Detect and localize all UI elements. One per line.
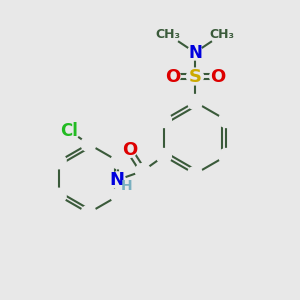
Circle shape bbox=[156, 148, 171, 164]
Circle shape bbox=[111, 154, 126, 169]
Circle shape bbox=[211, 23, 233, 46]
Text: O: O bbox=[165, 68, 180, 85]
Circle shape bbox=[51, 154, 66, 169]
Circle shape bbox=[210, 69, 225, 84]
Circle shape bbox=[122, 142, 137, 158]
Circle shape bbox=[219, 148, 234, 164]
Circle shape bbox=[135, 164, 150, 178]
Text: O: O bbox=[210, 68, 225, 85]
Circle shape bbox=[156, 112, 171, 128]
Circle shape bbox=[81, 206, 96, 220]
Text: N: N bbox=[188, 44, 202, 62]
Circle shape bbox=[187, 68, 203, 85]
Circle shape bbox=[157, 23, 179, 46]
Circle shape bbox=[111, 188, 126, 203]
Text: O: O bbox=[122, 141, 137, 159]
Circle shape bbox=[188, 45, 202, 60]
Text: CH₃: CH₃ bbox=[209, 28, 235, 41]
Text: Cl: Cl bbox=[60, 122, 78, 140]
Circle shape bbox=[81, 136, 96, 152]
Circle shape bbox=[58, 120, 80, 141]
Circle shape bbox=[188, 94, 202, 110]
Text: CH₃: CH₃ bbox=[155, 28, 181, 41]
Circle shape bbox=[188, 167, 202, 182]
Text: S: S bbox=[188, 68, 202, 85]
Circle shape bbox=[219, 112, 234, 128]
Text: H: H bbox=[121, 179, 132, 193]
Circle shape bbox=[51, 188, 66, 203]
Text: N: N bbox=[110, 171, 125, 189]
Circle shape bbox=[165, 69, 180, 84]
Circle shape bbox=[109, 172, 125, 188]
